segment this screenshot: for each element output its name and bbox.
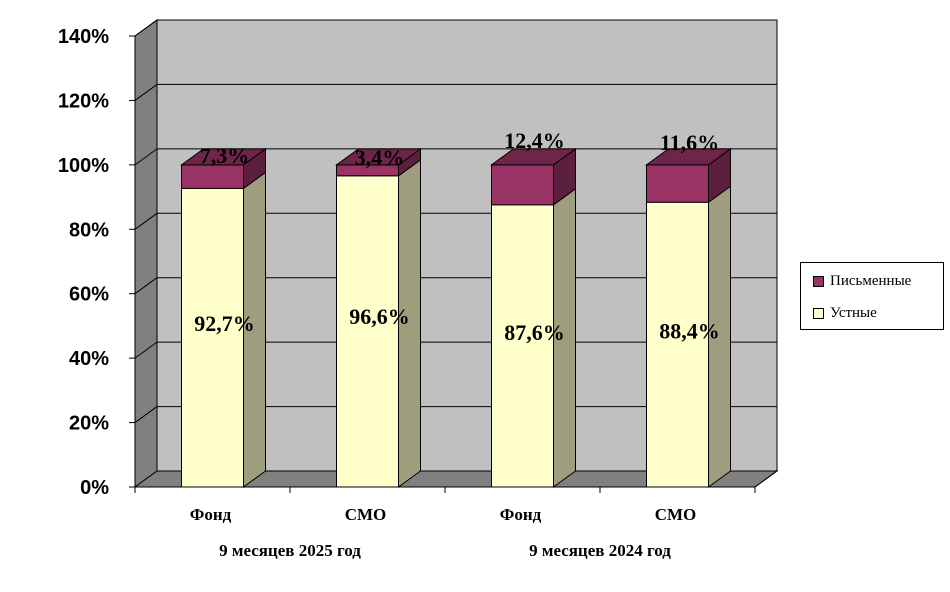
- legend-swatch-oral: [813, 308, 824, 319]
- bar-written: [181, 164, 244, 189]
- data-label-oral: 92,7%: [194, 311, 255, 336]
- y-tick-label: 0%: [80, 477, 109, 499]
- legend-item-written: Письменные: [813, 273, 911, 290]
- data-label-written: 3,4%: [355, 145, 405, 170]
- legend-label-written: Письменные: [830, 273, 912, 289]
- data-label-oral: 88,4%: [659, 318, 720, 343]
- bar-top-written: [334, 148, 423, 166]
- y-tick-label: 120%: [58, 90, 109, 112]
- bar-oral: [336, 175, 399, 488]
- bar-top-written: [644, 148, 733, 166]
- side-wall: [134, 19, 158, 488]
- bar-oral: [181, 187, 244, 488]
- group-label: 9 месяцев 2024 год: [529, 541, 671, 560]
- bar-oral: [646, 201, 709, 488]
- y-tick-label: 140%: [58, 26, 109, 48]
- category-label: Фонд: [500, 505, 542, 524]
- data-label-written: 12,4%: [504, 128, 565, 153]
- bar-oral: [491, 204, 554, 488]
- legend-label-oral: Устные: [830, 305, 877, 321]
- y-tick-label: 100%: [58, 155, 109, 177]
- legend: Письменные Устные: [800, 262, 944, 330]
- gridline-side: [134, 341, 158, 359]
- category-label: Фонд: [190, 505, 232, 524]
- x-axis-end: [754, 470, 778, 488]
- gridline-side: [134, 84, 158, 101]
- y-tick-label: 60%: [69, 284, 109, 306]
- gridline-side: [134, 148, 158, 166]
- bar-written: [646, 164, 709, 203]
- gridline-side: [134, 406, 158, 423]
- gridline-side: [134, 19, 158, 37]
- legend-item-oral: Устные: [813, 305, 877, 322]
- category-label: СМО: [345, 505, 387, 524]
- category-label: СМО: [655, 505, 697, 524]
- gridline-side: [134, 277, 158, 295]
- data-label-written: 7,3%: [200, 143, 250, 168]
- data-label-oral: 87,6%: [504, 320, 565, 345]
- legend-swatch-written: [813, 276, 824, 287]
- gridline-side: [134, 212, 158, 230]
- data-label-oral: 96,6%: [349, 304, 410, 329]
- data-label-written: 11,6%: [660, 130, 719, 155]
- y-tick-label: 20%: [69, 413, 109, 435]
- bar-top-written: [489, 148, 578, 166]
- bar-written: [491, 164, 554, 206]
- group-label: 9 месяцев 2025 год: [219, 541, 361, 560]
- y-tick-label: 80%: [69, 219, 109, 241]
- y-tick-label: 40%: [69, 348, 109, 370]
- bar-top-written: [179, 148, 268, 166]
